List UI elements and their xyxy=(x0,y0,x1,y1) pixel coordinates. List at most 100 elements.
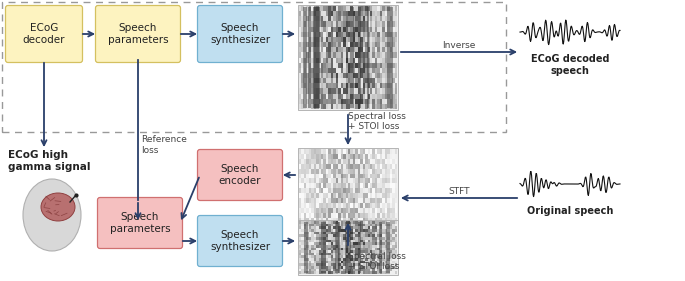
Bar xyxy=(299,37,301,42)
Bar xyxy=(380,248,382,250)
Bar xyxy=(304,226,306,229)
Bar xyxy=(380,99,382,104)
Bar xyxy=(362,83,365,89)
Bar xyxy=(306,94,309,99)
Bar xyxy=(328,78,331,83)
Bar xyxy=(316,188,319,193)
Bar xyxy=(370,183,373,188)
Bar xyxy=(309,232,311,234)
Bar xyxy=(390,226,392,229)
Bar xyxy=(331,245,334,248)
Bar xyxy=(314,221,316,224)
Bar xyxy=(392,269,395,271)
Bar xyxy=(356,21,358,27)
Bar xyxy=(334,261,336,263)
Bar xyxy=(340,242,343,245)
Bar xyxy=(340,208,343,213)
Bar xyxy=(334,248,336,250)
Bar xyxy=(377,32,380,37)
Bar xyxy=(370,78,373,83)
Bar xyxy=(358,203,360,208)
Bar xyxy=(304,58,306,63)
Bar xyxy=(351,104,353,109)
Bar xyxy=(377,227,380,232)
Bar xyxy=(370,52,373,58)
Bar xyxy=(362,226,365,229)
Bar xyxy=(334,242,336,245)
Bar xyxy=(356,99,358,104)
Bar xyxy=(316,217,319,223)
Bar xyxy=(377,266,380,269)
Bar xyxy=(338,237,340,239)
Bar xyxy=(358,232,360,234)
Bar xyxy=(348,63,351,68)
Bar xyxy=(362,227,365,232)
Bar xyxy=(326,63,328,68)
Bar xyxy=(348,11,351,16)
Bar xyxy=(336,188,338,193)
Bar xyxy=(390,89,392,94)
Bar xyxy=(380,73,382,78)
Bar xyxy=(299,47,301,52)
Bar xyxy=(326,164,328,169)
Bar xyxy=(343,221,345,224)
Bar xyxy=(382,266,385,269)
Bar xyxy=(321,221,323,224)
Bar xyxy=(334,104,336,109)
Bar xyxy=(331,11,334,16)
Bar xyxy=(323,37,326,42)
Bar xyxy=(319,245,321,248)
Bar xyxy=(304,178,306,183)
Bar xyxy=(353,245,356,248)
Bar xyxy=(306,232,309,237)
Bar xyxy=(356,11,358,16)
Bar xyxy=(365,232,368,237)
Bar xyxy=(356,242,358,245)
Bar xyxy=(373,255,375,258)
Bar xyxy=(387,89,390,94)
Bar xyxy=(368,239,370,242)
Bar xyxy=(314,173,316,178)
Bar xyxy=(358,237,360,239)
Bar xyxy=(360,99,362,104)
Bar xyxy=(326,68,328,73)
Bar xyxy=(353,269,356,271)
Bar xyxy=(338,178,340,183)
Bar xyxy=(319,164,321,169)
Bar xyxy=(301,149,304,154)
Bar xyxy=(351,27,353,32)
Bar xyxy=(316,269,319,271)
Bar xyxy=(345,237,348,242)
Bar xyxy=(306,239,309,242)
Bar xyxy=(338,242,340,247)
Bar xyxy=(326,253,328,255)
Bar xyxy=(316,255,319,258)
Bar xyxy=(375,159,377,164)
Bar xyxy=(328,266,331,269)
Bar xyxy=(395,271,397,274)
Bar xyxy=(368,42,370,47)
Bar xyxy=(353,11,356,16)
Bar xyxy=(299,227,301,232)
Bar xyxy=(351,21,353,27)
Bar xyxy=(362,255,365,258)
Bar xyxy=(321,193,323,198)
Bar xyxy=(368,266,370,269)
Bar xyxy=(323,16,326,21)
Bar xyxy=(373,188,375,193)
Bar xyxy=(368,208,370,213)
Bar xyxy=(323,32,326,37)
Bar xyxy=(385,78,387,83)
Bar xyxy=(299,68,301,73)
Bar xyxy=(377,173,380,178)
Bar xyxy=(334,198,336,203)
Bar xyxy=(323,245,326,248)
Bar xyxy=(380,245,382,248)
Bar xyxy=(351,266,353,269)
Bar xyxy=(380,255,382,258)
Bar xyxy=(382,89,385,94)
Bar xyxy=(353,78,356,83)
Bar xyxy=(348,78,351,83)
Bar xyxy=(316,261,319,263)
Bar xyxy=(301,37,304,42)
